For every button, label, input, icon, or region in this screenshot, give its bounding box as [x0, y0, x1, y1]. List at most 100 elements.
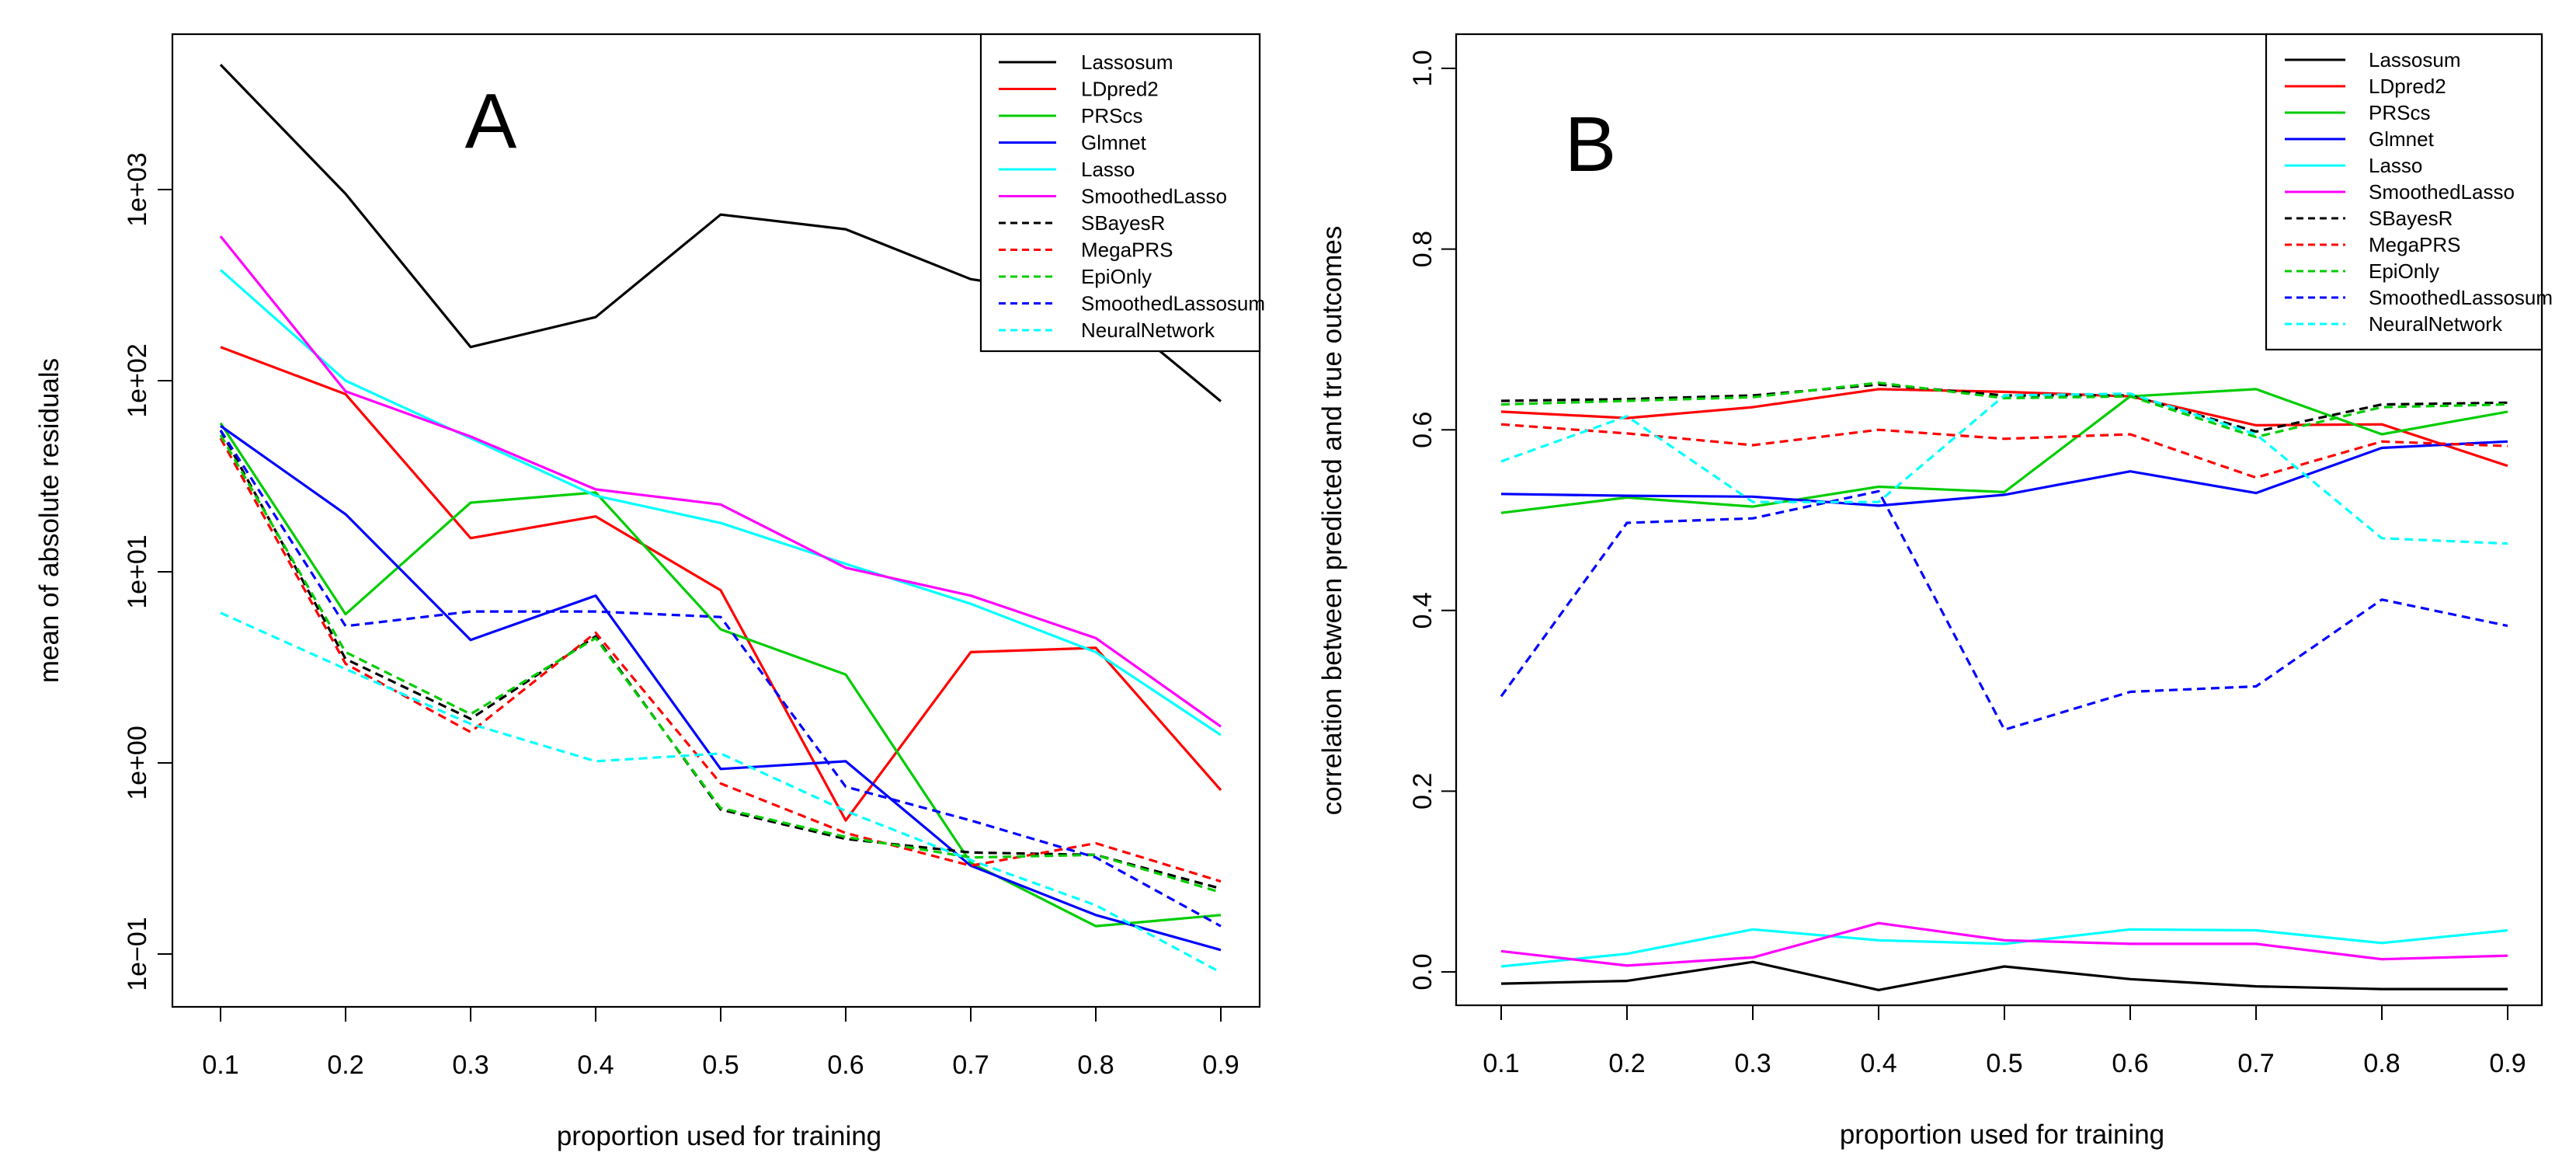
series-line-lasso	[1500, 928, 2508, 968]
series-line-neuralnetwork	[1500, 392, 2508, 545]
legend-label: EpiOnly	[1081, 265, 1152, 288]
legend-label: Glmnet	[2369, 127, 2435, 151]
series-line-smoothedlasso	[219, 235, 1222, 728]
x-tick-label: 0.9	[2489, 1049, 2526, 1078]
legend-item: PRScs	[2285, 101, 2430, 124]
y-tick-label: 0.8	[1408, 231, 1437, 267]
y-tick-label: 1.0	[1408, 50, 1437, 86]
y-tick-label: 1e+03	[123, 152, 152, 227]
legend-item: PRScs	[999, 104, 1142, 127]
legend-item: SBayesR	[2285, 207, 2453, 230]
legend-label: SBayesR	[2369, 207, 2453, 230]
legend-label: EpiOnly	[2369, 259, 2439, 283]
x-tick-label: 0.1	[202, 1050, 238, 1080]
legend-item: Glmnet	[999, 131, 1147, 155]
legend: Lassosum LDpred2 PRScs Glmnet Lasso SmoothedL…	[979, 33, 1265, 353]
x-tick-label: 0.4	[1860, 1049, 1896, 1078]
x-tick-label: 0.8	[1077, 1050, 1114, 1080]
series-line-neuralnetwork	[220, 611, 1222, 974]
y-tick-label: 0.2	[1408, 773, 1437, 810]
legend-item: SmoothedLasso	[2285, 180, 2515, 204]
legend-label: Glmnet	[1081, 131, 1147, 155]
legend-box	[979, 33, 1261, 353]
legend-item: LDpred2	[999, 78, 1159, 101]
series-line-smoothedlassosum	[1500, 489, 2508, 731]
series-line-lassosum	[1500, 960, 2508, 991]
legend-label: Lasso	[1081, 158, 1135, 181]
legend-label: Lassosum	[1081, 50, 1173, 74]
series-line-glmnet	[220, 424, 1222, 952]
legend-label: SmoothedLasso	[2369, 180, 2515, 204]
legend-item: EpiOnly	[2285, 259, 2439, 283]
x-tick-label: 0.3	[452, 1050, 488, 1080]
series-line-smoothedlasso	[1500, 921, 2508, 967]
legend-item: SBayesR	[999, 211, 1165, 235]
series-line-megaprs	[1500, 423, 2508, 479]
legend-item: SmoothedLassosum	[999, 292, 1265, 315]
x-tick-label: 0.5	[702, 1050, 739, 1080]
x-axis: 0.1 0.2 0.3 0.4 0.5 0.6 0.7 0.8 0.9	[202, 1007, 1239, 1080]
legend-item: EpiOnly	[999, 265, 1152, 288]
legend-label: NeuralNetwork	[1081, 319, 1215, 342]
series-line-ldpred2	[220, 346, 1222, 822]
legend-item: MegaPRS	[2285, 233, 2461, 256]
x-tick-label: 0.7	[952, 1050, 989, 1080]
series-line-glmnet	[1500, 440, 2508, 507]
legend-label: PRScs	[2369, 101, 2430, 124]
x-tick-label: 0.4	[577, 1050, 614, 1080]
series-line-prscs	[1500, 388, 2508, 514]
legend-item: SmoothedLassosum	[2285, 286, 2553, 309]
x-tick-label: 0.7	[2237, 1049, 2274, 1078]
legend-item: LDpred2	[2285, 75, 2446, 98]
panel-b: 0.1 0.2 0.3 0.4 0.5 0.6 0.7 0.8 0.90.00.20.40.60…	[1317, 33, 2553, 1150]
x-tick-label: 0.8	[2363, 1049, 2400, 1078]
series-line-prscs	[219, 422, 1222, 928]
legend-label: SmoothedLassosum	[2369, 286, 2553, 309]
x-tick-label: 0.2	[1608, 1049, 1645, 1078]
x-axis-title: proportion used for training	[1840, 1120, 2164, 1150]
legend-label: SBayesR	[1081, 211, 1165, 235]
legend-label: SmoothedLasso	[1081, 185, 1227, 208]
legend-item: Lassosum	[2285, 48, 2461, 71]
legend: Lassosum LDpred2 PRScs Glmnet Lasso SmoothedL…	[2265, 33, 2553, 351]
legend-label: Lassosum	[2369, 48, 2461, 71]
y-axis-title: correlation between predicted and true o…	[1317, 226, 1347, 816]
x-axis: 0.1 0.2 0.3 0.4 0.5 0.6 0.7 0.8 0.9	[1483, 1005, 2526, 1078]
series-line-sbayesr	[219, 430, 1222, 890]
legend-label: Lasso	[2369, 154, 2422, 177]
panel-a: 0.1 0.2 0.3 0.4 0.5 0.6 0.7 0.8 0.9 1e−01 1e+00 1e+…	[34, 33, 1265, 1151]
legend-item: Lasso	[999, 158, 1135, 181]
x-axis-title: proportion used for training	[557, 1121, 881, 1151]
x-tick-label: 0.3	[1734, 1049, 1771, 1078]
legend-item: NeuralNetwork	[2285, 312, 2503, 336]
y-axis: 0.0 0.2 0.4 0.6 0.8 1.0	[1408, 50, 1456, 991]
x-tick-label: 0.9	[1202, 1050, 1239, 1080]
legend-label: NeuralNetwork	[2369, 312, 2503, 336]
panel-label: B	[1565, 101, 1617, 188]
panel-label: A	[465, 78, 517, 165]
legend-item: Lasso	[2285, 154, 2422, 177]
x-tick-label: 0.5	[1986, 1049, 2022, 1078]
legend-item: SmoothedLasso	[999, 185, 1227, 208]
legend-label: PRScs	[1081, 104, 1142, 127]
x-tick-label: 0.1	[1483, 1049, 1519, 1078]
y-tick-label: 1e−01	[123, 917, 152, 991]
legend-label: MegaPRS	[1081, 239, 1173, 262]
legend-item: Lassosum	[999, 50, 1173, 74]
y-tick-label: 0.0	[1408, 953, 1437, 990]
series-line-epionly	[219, 434, 1222, 894]
series-line-megaprs	[219, 437, 1222, 883]
legend-label: LDpred2	[2369, 75, 2446, 98]
legend-item: NeuralNetwork	[999, 319, 1215, 342]
series-line-lasso	[219, 269, 1222, 736]
series-line-epionly	[1500, 381, 2508, 439]
y-tick-label: 0.6	[1408, 412, 1437, 448]
y-tick-label: 1e+02	[123, 343, 152, 418]
y-tick-label: 1e+00	[123, 726, 152, 800]
legend-item: MegaPRS	[999, 239, 1173, 262]
legend-label: LDpred2	[1081, 78, 1159, 101]
plot-frame	[1455, 33, 2543, 1007]
series-line-ldpred2	[1500, 388, 2508, 468]
x-tick-label: 0.2	[327, 1050, 363, 1080]
